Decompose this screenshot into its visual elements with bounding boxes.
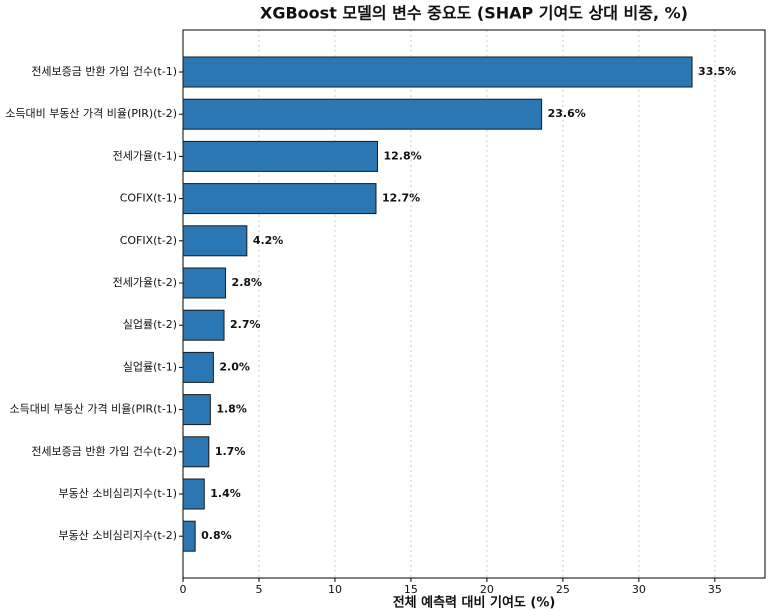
- bar: [182, 478, 205, 510]
- y-tick-label: COFIX(t-1): [120, 192, 177, 205]
- value-label: 1.7%: [215, 445, 246, 458]
- bar: [182, 140, 379, 172]
- bar: [182, 98, 543, 130]
- value-label: 2.0%: [219, 360, 250, 373]
- x-tick-label: 30: [632, 583, 646, 596]
- value-label: 4.2%: [253, 234, 284, 247]
- x-tick-label: 10: [328, 583, 342, 596]
- bar: [182, 520, 196, 552]
- y-tick-label: 부동산 소비심리지수(t-2): [59, 529, 177, 542]
- x-axis-label: 전체 예측력 대비 기여도 (%): [393, 595, 556, 611]
- y-tick-label: 부동산 소비심리지수(t-1): [59, 487, 177, 500]
- bar: [182, 394, 211, 426]
- chart-title: XGBoost 모델의 변수 중요도 (SHAP 기여도 상대 비중, %): [260, 4, 688, 23]
- value-label: 12.8%: [384, 149, 422, 162]
- bar: [182, 351, 214, 383]
- x-tick-label: 15: [404, 583, 418, 596]
- value-label: 1.4%: [210, 487, 241, 500]
- y-tick-label: 소득대비 부동산 가격 비율(PIR(t-1): [10, 403, 178, 416]
- value-label: 33.5%: [698, 65, 736, 78]
- x-tick-label: 20: [480, 583, 494, 596]
- y-tick-label: 실업률(t-2): [123, 318, 177, 331]
- bar: [182, 183, 377, 215]
- x-tick-label: 25: [556, 583, 570, 596]
- value-label: 2.7%: [230, 318, 261, 331]
- x-tick-label: 0: [180, 583, 187, 596]
- bar: [182, 225, 248, 257]
- bar: [182, 436, 210, 468]
- bar: [182, 309, 225, 341]
- value-label: 2.8%: [232, 276, 263, 289]
- value-label: 23.6%: [548, 107, 586, 120]
- y-tick-label: 실업률(t-1): [123, 360, 177, 373]
- y-tick-label: 전세보증금 반환 가입 건수(t-2): [31, 445, 177, 458]
- y-tick-label: 전세가율(t-1): [113, 149, 177, 162]
- bar: [182, 56, 693, 88]
- y-tick-label: 전세가율(t-2): [113, 276, 177, 289]
- y-tick-label: 소득대비 부동산 가격 비율(PIR)(t-2): [5, 107, 177, 120]
- x-tick-label: 35: [708, 583, 722, 596]
- value-label: 0.8%: [201, 529, 232, 542]
- value-label: 12.7%: [382, 192, 420, 205]
- y-tick-label: COFIX(t-2): [120, 234, 177, 247]
- y-tick-label: 전세보증금 반환 가입 건수(t-1): [31, 65, 177, 78]
- bar: [182, 267, 227, 299]
- value-label: 1.8%: [216, 403, 247, 416]
- x-tick-label: 5: [255, 583, 262, 596]
- plot-frame: [182, 29, 766, 579]
